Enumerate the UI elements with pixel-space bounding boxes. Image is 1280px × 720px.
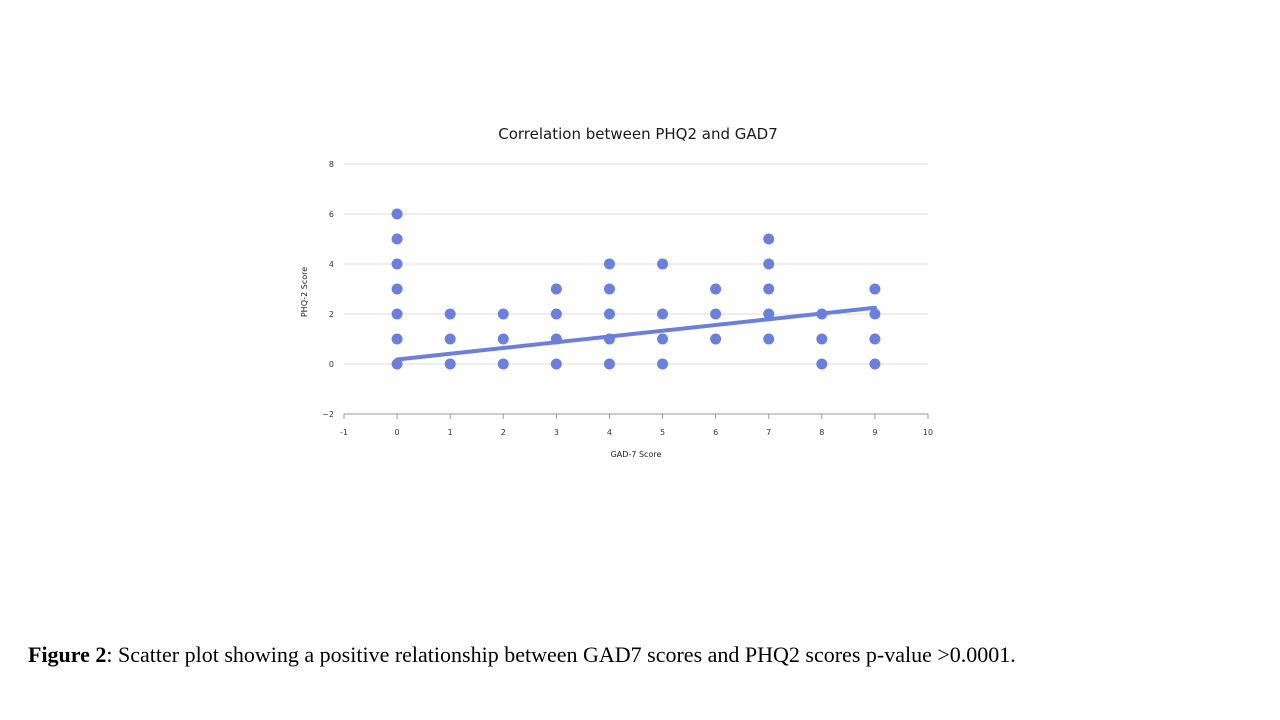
data-point — [657, 308, 669, 320]
figure-caption-text: : Scatter plot showing a positive relati… — [106, 642, 1016, 667]
data-point — [550, 333, 562, 345]
data-point — [657, 333, 669, 345]
y-tick-label: −2 — [322, 410, 334, 419]
x-tick-label: 10 — [923, 428, 933, 437]
data-point — [603, 258, 615, 270]
data-point — [391, 208, 403, 220]
data-point — [710, 333, 722, 345]
x-tick-label: 1 — [448, 428, 453, 437]
y-tick-label: 8 — [329, 160, 334, 169]
chart-title: Correlation between PHQ2 and GAD7 — [498, 125, 778, 143]
data-point — [657, 258, 669, 270]
data-point — [816, 358, 828, 370]
data-point — [391, 283, 403, 295]
x-tick-label: 5 — [660, 428, 665, 437]
data-point — [391, 358, 403, 370]
x-tick-label: -1 — [340, 428, 348, 437]
y-tick-label: 2 — [329, 310, 334, 319]
data-point — [816, 308, 828, 320]
x-tick-label: 6 — [713, 428, 718, 437]
x-tick-label: 4 — [607, 428, 612, 437]
data-point — [763, 333, 775, 345]
y-tick-label: 0 — [329, 360, 334, 369]
figure-caption: Figure 2: Scatter plot showing a positiv… — [28, 642, 1258, 668]
data-point — [816, 333, 828, 345]
data-point — [763, 233, 775, 245]
data-point — [391, 258, 403, 270]
data-point — [550, 283, 562, 295]
x-tick-label: 9 — [872, 428, 877, 437]
data-point — [869, 358, 881, 370]
data-point — [710, 283, 722, 295]
y-tick-label: 4 — [329, 260, 334, 269]
data-point — [763, 258, 775, 270]
data-point — [657, 358, 669, 370]
trendline-group — [395, 305, 877, 362]
x-tick-label: 7 — [766, 428, 771, 437]
data-point — [869, 283, 881, 295]
data-point — [710, 308, 722, 320]
data-point — [444, 333, 456, 345]
x-tick-label: 3 — [554, 428, 559, 437]
data-point — [550, 358, 562, 370]
figure-caption-label: Figure 2 — [28, 642, 107, 667]
x-tick-label: 2 — [501, 428, 506, 437]
trendline — [395, 305, 877, 362]
data-point — [391, 308, 403, 320]
y-tick-label: 6 — [329, 210, 334, 219]
data-points — [391, 208, 881, 370]
y-axis-label: PHQ-2 Score — [300, 267, 309, 317]
data-point — [444, 358, 456, 370]
data-point — [391, 233, 403, 245]
x-axis — [343, 413, 929, 419]
data-point — [763, 308, 775, 320]
data-point — [497, 308, 509, 320]
data-point — [603, 358, 615, 370]
data-point — [497, 358, 509, 370]
data-point — [763, 283, 775, 295]
x-tick-label: 0 — [395, 428, 400, 437]
tick-labels: −2 0 2 4 6 8 -1 0 1 2 3 4 5 6 7 8 9 10 — [322, 160, 933, 437]
data-point — [497, 333, 509, 345]
data-point — [869, 308, 881, 320]
data-point — [603, 283, 615, 295]
data-point — [550, 308, 562, 320]
data-point — [603, 333, 615, 345]
data-point — [444, 308, 456, 320]
data-point — [603, 308, 615, 320]
data-point — [869, 333, 881, 345]
x-axis-label: GAD-7 Score — [611, 450, 662, 459]
data-point — [391, 333, 403, 345]
x-tick-label: 8 — [819, 428, 824, 437]
